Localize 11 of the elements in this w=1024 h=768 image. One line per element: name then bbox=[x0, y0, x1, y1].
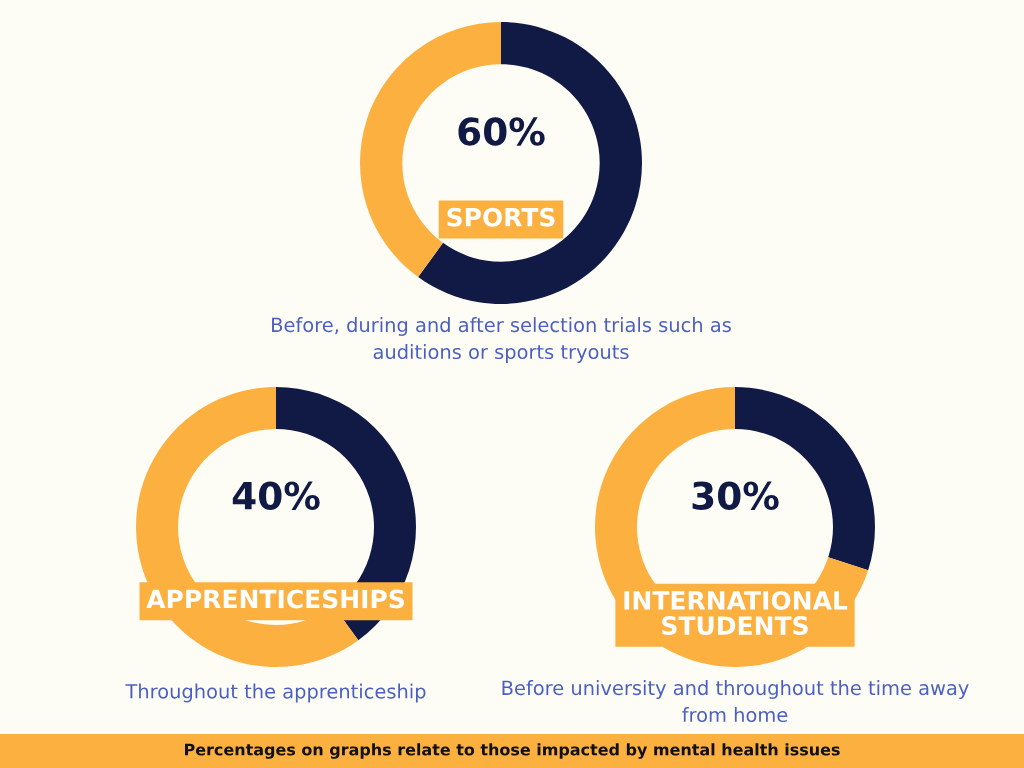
text: Before, during and after selection trials such as auditions or sports tryouts bbox=[272, 317, 731, 363]
data-label: 60% bbox=[458, 117, 545, 146]
donut-slice bbox=[418, 22, 642, 304]
text: Percentages on graphs relate to those impacted by mental health issues bbox=[185, 743, 840, 759]
text: Before university and throughout the time away from home bbox=[502, 680, 969, 723]
text: SPORTS bbox=[447, 207, 555, 227]
data-label: 30% bbox=[692, 481, 779, 510]
data-label: 40% bbox=[232, 481, 320, 510]
text: Throughout the apprenticeship bbox=[125, 683, 426, 703]
text: APPRENTICESHIPS bbox=[146, 589, 404, 609]
text: INTERNATIONAL STUDENTS bbox=[624, 590, 848, 636]
